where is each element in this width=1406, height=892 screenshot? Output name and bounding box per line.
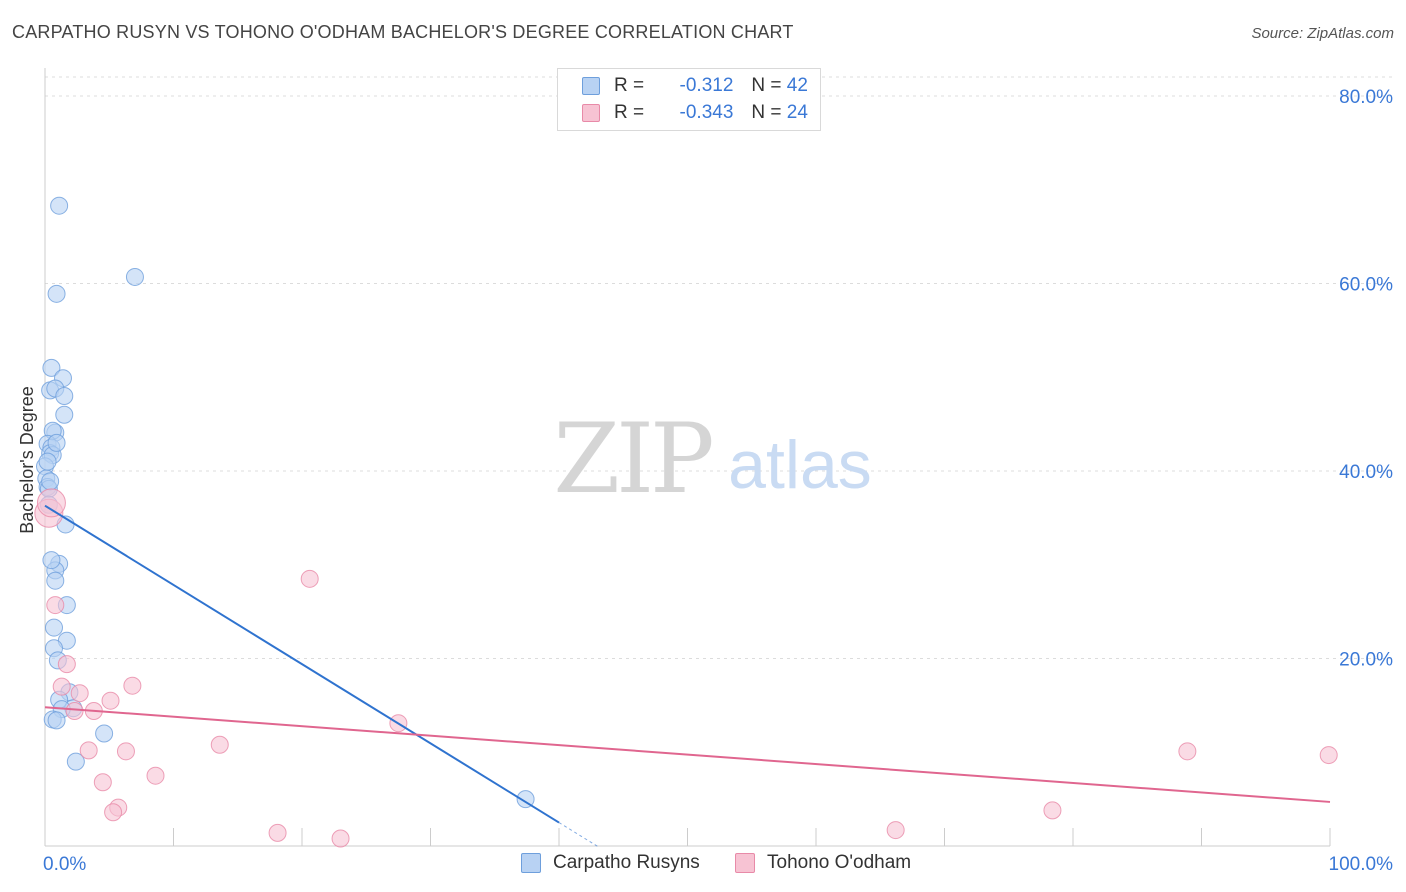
legend-swatch-blue	[521, 853, 541, 873]
data-point-tohono	[36, 488, 66, 518]
data-point-carpatho	[42, 358, 61, 377]
data-point-tohono	[331, 829, 350, 848]
trend-lines	[44, 504, 1331, 847]
legend-item-tohono[interactable]: Tohono O'odham	[735, 852, 911, 874]
r-value: -0.312	[679, 75, 734, 96]
data-point-carpatho	[125, 267, 144, 286]
data-point-carpatho	[44, 618, 63, 637]
data-point-tohono	[1319, 746, 1338, 765]
data-point-tohono	[46, 596, 65, 615]
data-point-carpatho	[46, 571, 65, 590]
data-point-carpatho	[95, 724, 114, 743]
data-point-tohono	[146, 766, 165, 785]
watermark: ZIP atlas	[553, 403, 871, 515]
trend-extension-carpatho	[558, 822, 598, 847]
data-point-tohono	[210, 735, 229, 754]
n-label: N =	[751, 75, 782, 96]
data-point-carpatho	[47, 711, 66, 730]
data-point-tohono	[65, 702, 84, 720]
x-tick-label: 0.0%	[43, 854, 86, 875]
data-point-tohono	[886, 821, 905, 840]
legend-series: Carpatho Rusyns Tohono O'odham	[0, 852, 1406, 878]
data-point-carpatho	[55, 387, 74, 405]
y-tick-label: 80.0%	[1339, 87, 1393, 108]
y-axis-title: Bachelor's Degree	[17, 386, 37, 534]
data-point-carpatho	[66, 752, 85, 771]
source-label: Source: ZipAtlas.com	[1251, 25, 1394, 42]
data-point-tohono	[93, 773, 112, 792]
legend-label: Carpatho Rusyns	[553, 852, 700, 873]
data-point-tohono	[116, 742, 135, 761]
watermark-zip: ZIP	[553, 403, 712, 515]
legend-swatch-pink	[735, 853, 755, 873]
legend-stats: R = -0.312 N = 42 R = -0.343 N = 24	[557, 68, 821, 131]
data-point-carpatho	[41, 472, 60, 491]
legend-row-carpatho: R = -0.312 N = 42	[582, 74, 808, 98]
data-point-tohono	[101, 691, 120, 710]
r-value: -0.343	[679, 102, 734, 123]
data-point-carpatho	[50, 196, 69, 215]
x-tick-label: 100.0%	[1329, 854, 1394, 875]
data-point-tohono	[1043, 801, 1062, 820]
chart-title: CARPATHO RUSYN VS TOHONO O'ODHAM BACHELO…	[12, 22, 794, 42]
data-point-tohono	[52, 677, 71, 696]
data-point-carpatho	[55, 405, 74, 424]
data-point-carpatho	[47, 433, 66, 452]
r-label: R =	[614, 75, 645, 96]
n-value: 42	[786, 75, 808, 96]
legend-swatch-pink	[582, 104, 600, 122]
data-point-tohono	[123, 676, 142, 695]
trend-line-carpatho	[44, 504, 560, 824]
n-value: 24	[786, 102, 808, 123]
legend-label: Tohono O'odham	[767, 852, 912, 873]
data-point-tohono	[79, 741, 98, 760]
axis-labels: 20.0% 40.0% 60.0% 80.0% 0.0% 100.0% Bachelor's…	[17, 87, 1393, 875]
y-tick-label: 40.0%	[1339, 462, 1393, 483]
data-points	[34, 196, 1338, 848]
y-tick-label: 20.0%	[1339, 650, 1393, 671]
r-label: R =	[614, 102, 645, 123]
trend-line-tohono	[44, 706, 1331, 803]
data-point-tohono	[1178, 742, 1197, 761]
gridlines	[45, 76, 1392, 659]
data-point-tohono	[300, 569, 319, 588]
data-point-carpatho	[47, 284, 66, 303]
watermark-atlas: atlas	[728, 427, 872, 503]
data-point-carpatho	[38, 452, 57, 471]
data-point-carpatho	[516, 790, 535, 809]
data-point-tohono	[57, 655, 76, 674]
legend-item-carpatho[interactable]: Carpatho Rusyns	[521, 852, 700, 874]
data-point-tohono	[268, 823, 287, 842]
legend-swatch-blue	[582, 77, 600, 95]
y-tick-label: 60.0%	[1339, 275, 1393, 296]
data-point-carpatho	[42, 551, 61, 570]
data-point-tohono	[70, 684, 89, 703]
n-label: N =	[751, 102, 782, 123]
data-point-tohono	[104, 803, 123, 822]
legend-row-tohono: R = -0.343 N = 24	[582, 101, 808, 125]
